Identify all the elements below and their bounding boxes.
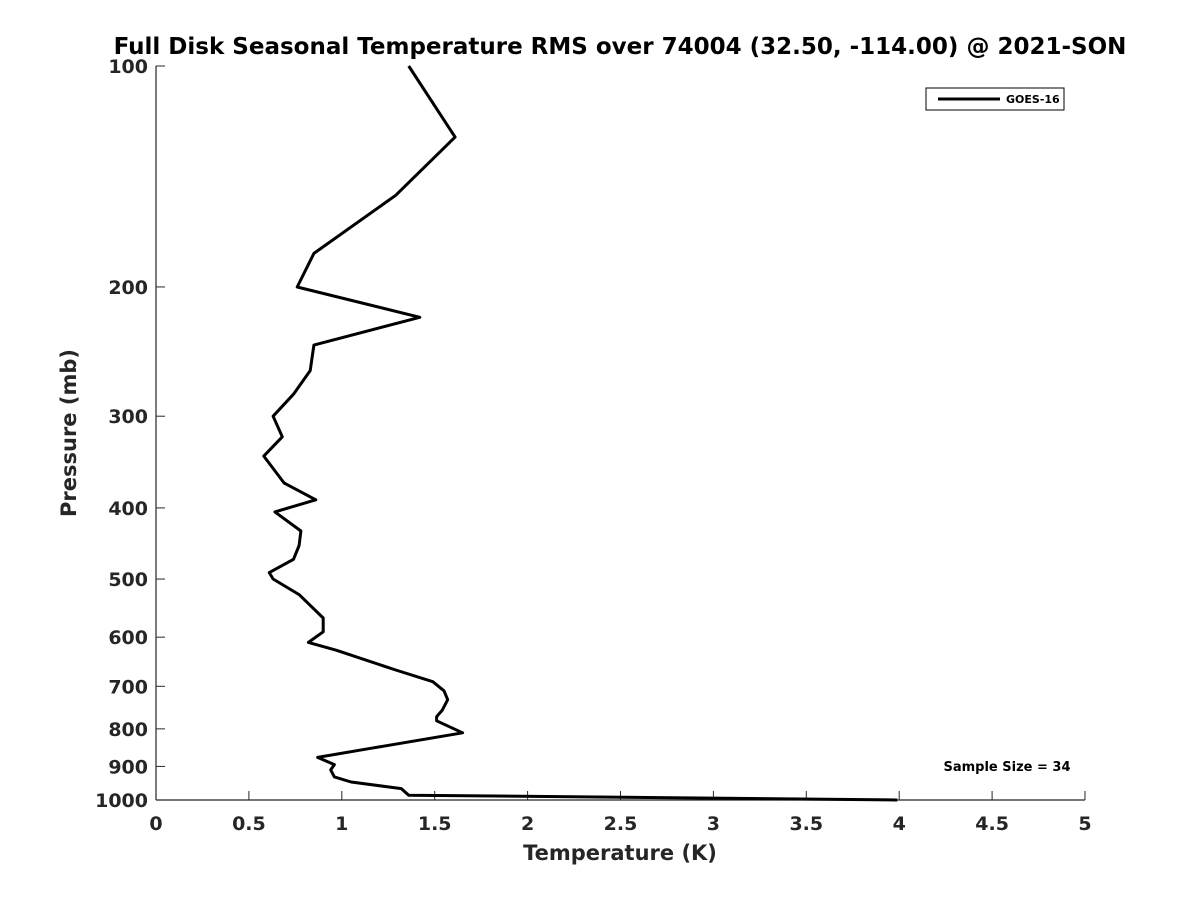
y-tick-label: 900 xyxy=(108,756,148,778)
y-tick-label: 500 xyxy=(108,569,148,591)
y-tick-label: 100 xyxy=(108,56,148,78)
x-tick-label: 0.5 xyxy=(232,813,266,835)
y-tick-label: 300 xyxy=(108,406,148,428)
axes: 0 0.5 1 1.5 2 2.5 3 3.5 4 4.5 5 100 200 300 400 500 600 7… xyxy=(95,56,1092,835)
y-tick-label: 800 xyxy=(108,719,148,741)
x-axis-label: Temperature (K) xyxy=(523,841,717,865)
y-tick-label: 600 xyxy=(108,627,148,649)
x-tick-label: 2.5 xyxy=(604,813,638,835)
x-tick-label: 5 xyxy=(1078,813,1091,835)
y-axis-label: Pressure (mb) xyxy=(57,349,81,517)
x-tick-label: 0 xyxy=(149,813,162,835)
chart-title: Full Disk Seasonal Temperature RMS over … xyxy=(114,34,1127,60)
x-tick-label: 4 xyxy=(893,813,906,835)
x-tick-label: 3.5 xyxy=(789,813,823,835)
y-tick-label: 200 xyxy=(108,277,148,299)
y-tick-label: 400 xyxy=(108,498,148,520)
legend: GOES-16 xyxy=(925,87,1065,111)
x-tick-label: 1 xyxy=(335,813,348,835)
y-tick-label: 700 xyxy=(108,676,148,698)
series-line-goes-16 xyxy=(262,65,898,802)
sample-size-annotation: Sample Size = 34 xyxy=(943,760,1070,775)
x-tick-label: 4.5 xyxy=(975,813,1009,835)
y-tick-label: 1000 xyxy=(95,790,148,812)
legend-entry-goes-16: GOES-16 xyxy=(1006,93,1060,106)
series-layer xyxy=(262,65,898,802)
x-tick-label: 3 xyxy=(707,813,720,835)
x-tick-label: 1.5 xyxy=(418,813,452,835)
x-tick-label: 2 xyxy=(521,813,534,835)
